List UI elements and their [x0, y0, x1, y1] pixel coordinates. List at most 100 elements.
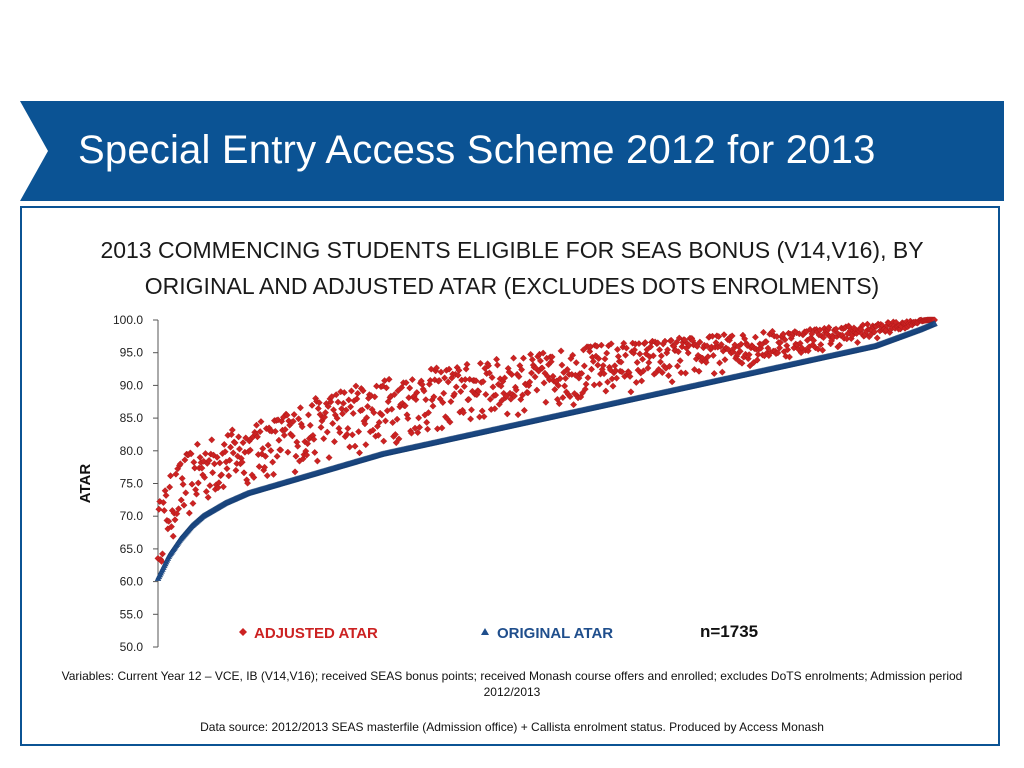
- adjusted-atar-point: [423, 418, 431, 426]
- adjusted-atar-point: [675, 334, 683, 342]
- adjusted-atar-point: [718, 368, 726, 376]
- adjusted-atar-point: [489, 383, 497, 391]
- adjusted-atar-point: [416, 423, 424, 431]
- adjusted-atar-point: [696, 338, 704, 346]
- adjusted-atar-point: [240, 469, 248, 477]
- adjusted-atar-point: [165, 517, 173, 525]
- adjusted-atar-point: [413, 389, 421, 397]
- adjusted-atar-point: [597, 341, 605, 349]
- adjusted-atar-point: [682, 369, 690, 377]
- adjusted-atar-point: [359, 387, 367, 395]
- adjusted-atar-point: [201, 450, 209, 458]
- adjusted-atar-point: [632, 378, 640, 386]
- adjusted-atar-point: [382, 384, 390, 392]
- adjusted-atar-point: [873, 334, 881, 342]
- adjusted-atar-point: [612, 367, 620, 375]
- adjusted-atar-point: [354, 389, 362, 397]
- adjusted-atar-point: [218, 471, 226, 479]
- adjusted-atar-point: [362, 441, 370, 449]
- adjusted-atar-point: [169, 532, 177, 540]
- adjusted-atar-point: [836, 341, 844, 349]
- y-tick-label: 90.0: [120, 378, 144, 392]
- slide-title: Special Entry Access Scheme 2012 for 201…: [78, 128, 876, 172]
- adjusted-atar-point: [454, 371, 462, 379]
- adjusted-atar-point: [600, 370, 608, 378]
- adjusted-atar-point: [512, 386, 520, 394]
- adjusted-atar-point: [440, 389, 448, 397]
- adjusted-atar-point: [311, 448, 319, 456]
- adjusted-atar-point: [620, 339, 628, 347]
- adjusted-atar-point: [198, 464, 206, 472]
- adjusted-atar-point: [246, 446, 254, 454]
- adjusted-atar-point: [255, 463, 263, 471]
- chart-title-line-2: ORIGINAL AND ADJUSTED ATAR (EXCLUDES DOT…: [144, 273, 880, 299]
- adjusted-atar-point: [339, 410, 346, 418]
- adjusted-atar-point: [721, 356, 729, 364]
- adjusted-atar-point: [510, 354, 518, 362]
- variables-note: Variables: Current Year 12 – VCE, IB (V1…: [61, 669, 963, 699]
- adjusted-atar-point: [559, 394, 567, 402]
- adjusted-atar-point: [636, 350, 644, 358]
- adjusted-atar-point: [194, 479, 202, 487]
- adjusted-atar-point: [638, 377, 646, 385]
- adjusted-atar-point: [179, 480, 187, 488]
- adjusted-atar-point: [180, 501, 188, 509]
- adjusted-atar-point: [261, 452, 269, 460]
- adjusted-atar-point: [292, 452, 300, 460]
- adjusted-atar-point: [603, 349, 611, 357]
- adjusted-atar-point: [777, 339, 784, 346]
- chart-frame: [20, 206, 1000, 746]
- adjusted-atar-point: [863, 320, 871, 328]
- adjusted-atar-point: [321, 413, 329, 421]
- adjusted-atar-point: [668, 378, 676, 386]
- adjusted-atar-point: [334, 398, 342, 406]
- adjusted-atar-point: [167, 472, 175, 480]
- adjusted-atar-point: [253, 421, 261, 429]
- adjusted-atar-point: [459, 409, 467, 417]
- adjusted-atar-point: [171, 516, 179, 524]
- adjusted-atar-point: [363, 414, 371, 422]
- adjusted-atar-point: [450, 390, 458, 398]
- adjusted-atar-point: [736, 347, 744, 355]
- adjusted-atar-point: [580, 362, 588, 370]
- adjusted-atar-point: [284, 448, 292, 456]
- adjusted-atar-point: [590, 381, 598, 389]
- adjusted-atar-point: [329, 419, 337, 427]
- adjusted-atar-point: [204, 493, 212, 501]
- adjusted-atar-point: [578, 369, 586, 377]
- adjusted-atar-point: [210, 451, 218, 459]
- adjusted-atar-point: [352, 382, 360, 390]
- y-tick-label: 100.0: [113, 313, 143, 327]
- chart-title-line-1: 2013 COMMENCING STUDENTS ELIGIBLE FOR SE…: [100, 237, 924, 263]
- adjusted-atar-point: [333, 414, 341, 422]
- y-tick-label: 60.0: [120, 575, 144, 589]
- y-tick-label: 80.0: [120, 444, 144, 458]
- adjusted-atar-point: [280, 431, 288, 439]
- adjusted-atar-point: [754, 351, 762, 358]
- adjusted-atar-point: [518, 366, 526, 374]
- adjusted-atar-point: [256, 428, 264, 436]
- adjusted-atar-point: [261, 463, 269, 471]
- adjusted-atar-point: [227, 443, 235, 451]
- adjusted-atar-point: [438, 424, 446, 432]
- adjusted-atar-point: [221, 448, 229, 456]
- chart-title: 2013 COMMENCING STUDENTS ELIGIBLE FOR SE…: [60, 232, 964, 304]
- adjusted-atar-point: [209, 469, 217, 477]
- adjusted-atar-point: [290, 411, 298, 419]
- adjusted-atar-point: [441, 374, 449, 382]
- adjusted-atar-point: [317, 423, 325, 431]
- adjusted-atar-point: [369, 426, 377, 434]
- adjusted-atar-point: [267, 447, 275, 455]
- adjusted-atar-point: [757, 344, 765, 352]
- adjusted-atar-point: [226, 456, 234, 464]
- adjusted-atar-point: [177, 496, 185, 504]
- adjusted-atar-point: [762, 338, 770, 346]
- adjusted-atar-point: [554, 382, 562, 390]
- adjusted-atar-point: [444, 378, 452, 386]
- adjusted-atar-point: [536, 357, 544, 365]
- adjusted-atar-point: [155, 505, 163, 513]
- adjusted-atar-point: [810, 336, 818, 344]
- adjusted-atar-point: [556, 375, 564, 383]
- adjusted-atar-point: [547, 358, 555, 366]
- adjusted-atar-point: [158, 550, 166, 558]
